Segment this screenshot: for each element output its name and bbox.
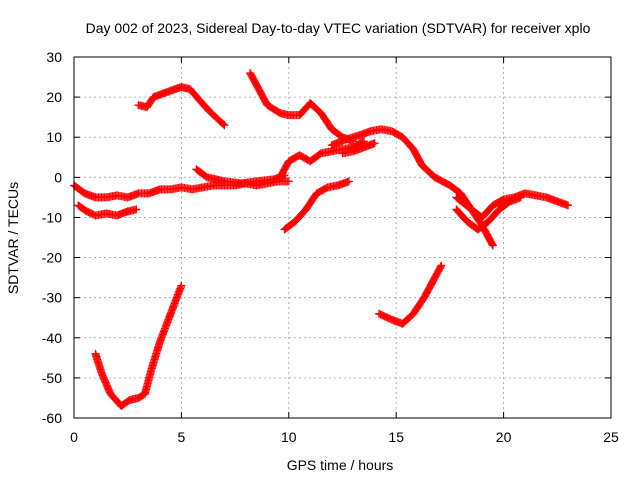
- data-point: [488, 240, 497, 249]
- x-tick-label: 15: [388, 429, 404, 445]
- y-tick-label: -60: [42, 410, 62, 426]
- series-short-dip: [74, 201, 141, 220]
- x-axis-label: GPS time / hours: [287, 457, 394, 473]
- y-tick-label: -50: [42, 370, 62, 386]
- series-upper-mid-arc: [246, 69, 358, 146]
- series-mid-rise: [276, 137, 368, 182]
- y-tick-label: 0: [54, 169, 62, 185]
- data-point: [177, 281, 186, 290]
- series-lower-valley: [375, 261, 446, 328]
- data-point: [436, 262, 445, 271]
- y-tick-label: -40: [42, 330, 62, 346]
- y-axis: -60 -50 -40 -30 -20 -10 0 10 20 30: [42, 49, 611, 426]
- series-right-track-low: [452, 193, 525, 234]
- series-deep-dip: [91, 281, 186, 410]
- data-point: [220, 121, 229, 130]
- x-tick-label: 20: [496, 429, 512, 445]
- y-tick-label: 10: [46, 129, 62, 145]
- series-lower-rise: [280, 177, 353, 234]
- series-layer: [70, 69, 573, 410]
- x-tick-label: 5: [178, 429, 186, 445]
- data-point: [564, 201, 573, 210]
- data-point: [516, 193, 525, 202]
- plot-frame: [73, 56, 612, 419]
- series-short-rise: [338, 139, 379, 158]
- y-tick-label: -30: [42, 290, 62, 306]
- series-right-track: [452, 189, 573, 222]
- data-point: [370, 139, 379, 148]
- data-point: [132, 205, 141, 214]
- series-upper-left-arc: [134, 83, 229, 130]
- y-tick-label: -10: [42, 209, 62, 225]
- data-point: [219, 120, 228, 129]
- x-tick-label: 10: [281, 429, 297, 445]
- data-point: [284, 177, 293, 186]
- x-tick-label: 0: [70, 429, 78, 445]
- x-axis: 0 5 10 15 20 25: [70, 57, 619, 445]
- x-tick-label: 25: [603, 429, 619, 445]
- y-axis-label: SDTVAR / TECUs: [5, 182, 21, 294]
- y-tick-label: -20: [42, 250, 62, 266]
- y-tick-label: 20: [46, 89, 62, 105]
- data-point: [344, 177, 353, 186]
- data-point: [437, 261, 446, 270]
- data-point: [488, 241, 497, 250]
- chart-title: Day 002 of 2023, Sidereal Day-to-day VTE…: [86, 20, 591, 36]
- y-tick-label: 30: [46, 49, 62, 65]
